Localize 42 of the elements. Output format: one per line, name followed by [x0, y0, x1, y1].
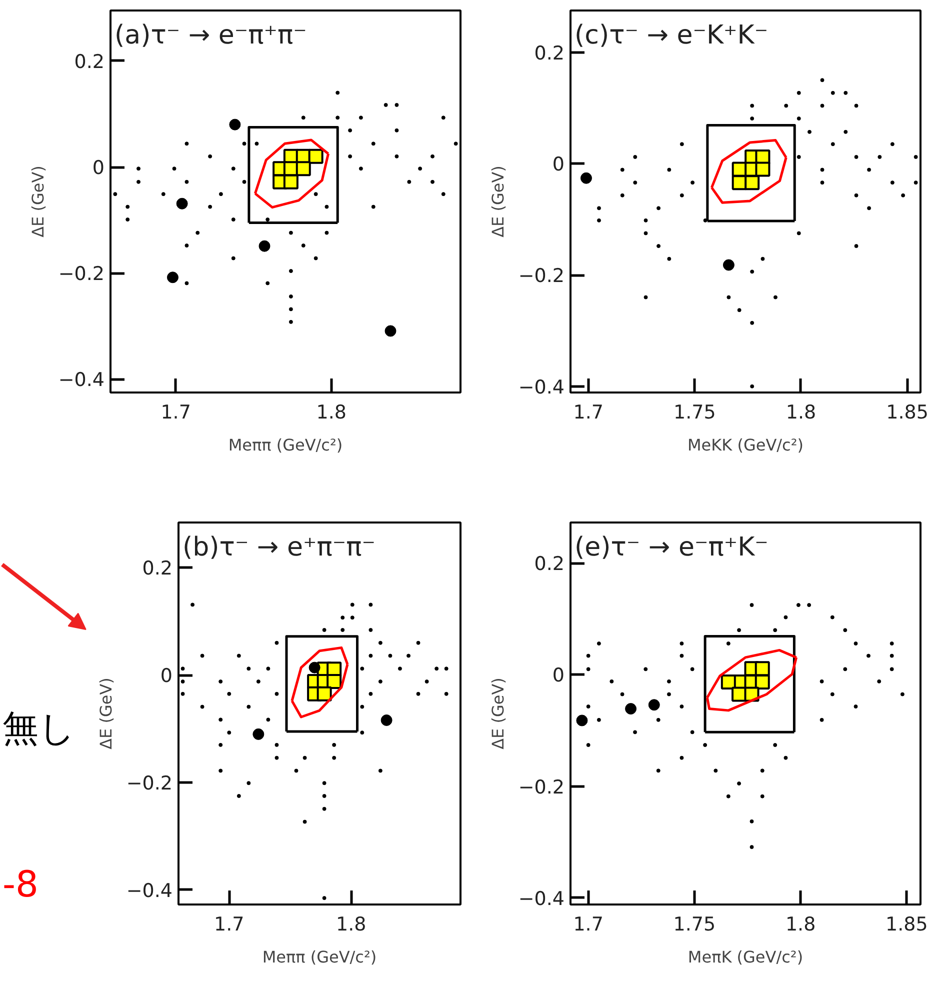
x-tick-label: 1.7 [214, 914, 244, 936]
y-tick-label: 0 [552, 154, 565, 176]
x-tick-label: 1.75 [673, 914, 716, 936]
chart-title: (a)τ⁻ → e⁻π⁺π⁻ [114, 20, 307, 50]
x-axis-title: MeKK (GeV/c²) [688, 436, 804, 454]
y-tick-label: 0.2 [534, 42, 564, 64]
x-axis-title: MeπK (GeV/c²) [688, 948, 804, 966]
y-tick-label: −0.2 [126, 772, 173, 795]
y-tick-label: −0.2 [518, 776, 565, 798]
x-tick-label: 1.7 [573, 402, 604, 424]
x-tick-label: 1.85 [886, 914, 928, 936]
x-tick-label: 1.75 [674, 402, 716, 424]
y-axis-title: ΔE (GeV) [96, 678, 116, 750]
x-axis-title: Meππ (GeV/c²) [262, 948, 377, 966]
x-tick-label: 1.7 [573, 914, 604, 936]
y-axis-title: ΔE (GeV) [488, 166, 508, 238]
text: 無し [2, 708, 76, 750]
y-axis-title: ΔE (GeV) [28, 166, 48, 238]
y-axis-title: ΔE (GeV) [488, 678, 508, 750]
y-tick-label: −0.4 [58, 369, 105, 392]
x-tick-label: 1.8 [336, 914, 366, 936]
y-tick-label: 0.2 [534, 553, 564, 576]
x-tick-label: 1.8 [785, 914, 816, 936]
chart-title: (b)τ⁻ → e⁺π⁻π⁻ [182, 532, 376, 562]
chart-title: (c)τ⁻ → e⁻K⁺K⁻ [574, 20, 768, 50]
y-tick-label: −0.4 [126, 880, 173, 902]
x-tick-label: 1.8 [786, 402, 816, 424]
x-tick-label: 1.8 [316, 402, 346, 424]
x-axis-title: Meππ (GeV/c²) [228, 436, 343, 454]
text: -8 [2, 864, 38, 906]
y-tick-label: −0.2 [58, 263, 105, 286]
y-tick-label: 0 [552, 664, 565, 687]
y-tick-label: 0 [92, 157, 105, 180]
y-tick-label: 0.2 [74, 50, 104, 73]
y-tick-label: −0.4 [518, 888, 565, 910]
y-tick-label: 0 [160, 665, 173, 688]
y-tick-label: −0.4 [518, 376, 565, 398]
y-tick-label: 0.2 [142, 558, 172, 580]
x-tick-label: 1.85 [886, 402, 928, 424]
x-tick-label: 1.7 [160, 402, 191, 424]
y-tick-label: −0.2 [518, 265, 565, 288]
chart-title: (e)τ⁻ → e⁻π⁺K⁻ [574, 532, 768, 562]
